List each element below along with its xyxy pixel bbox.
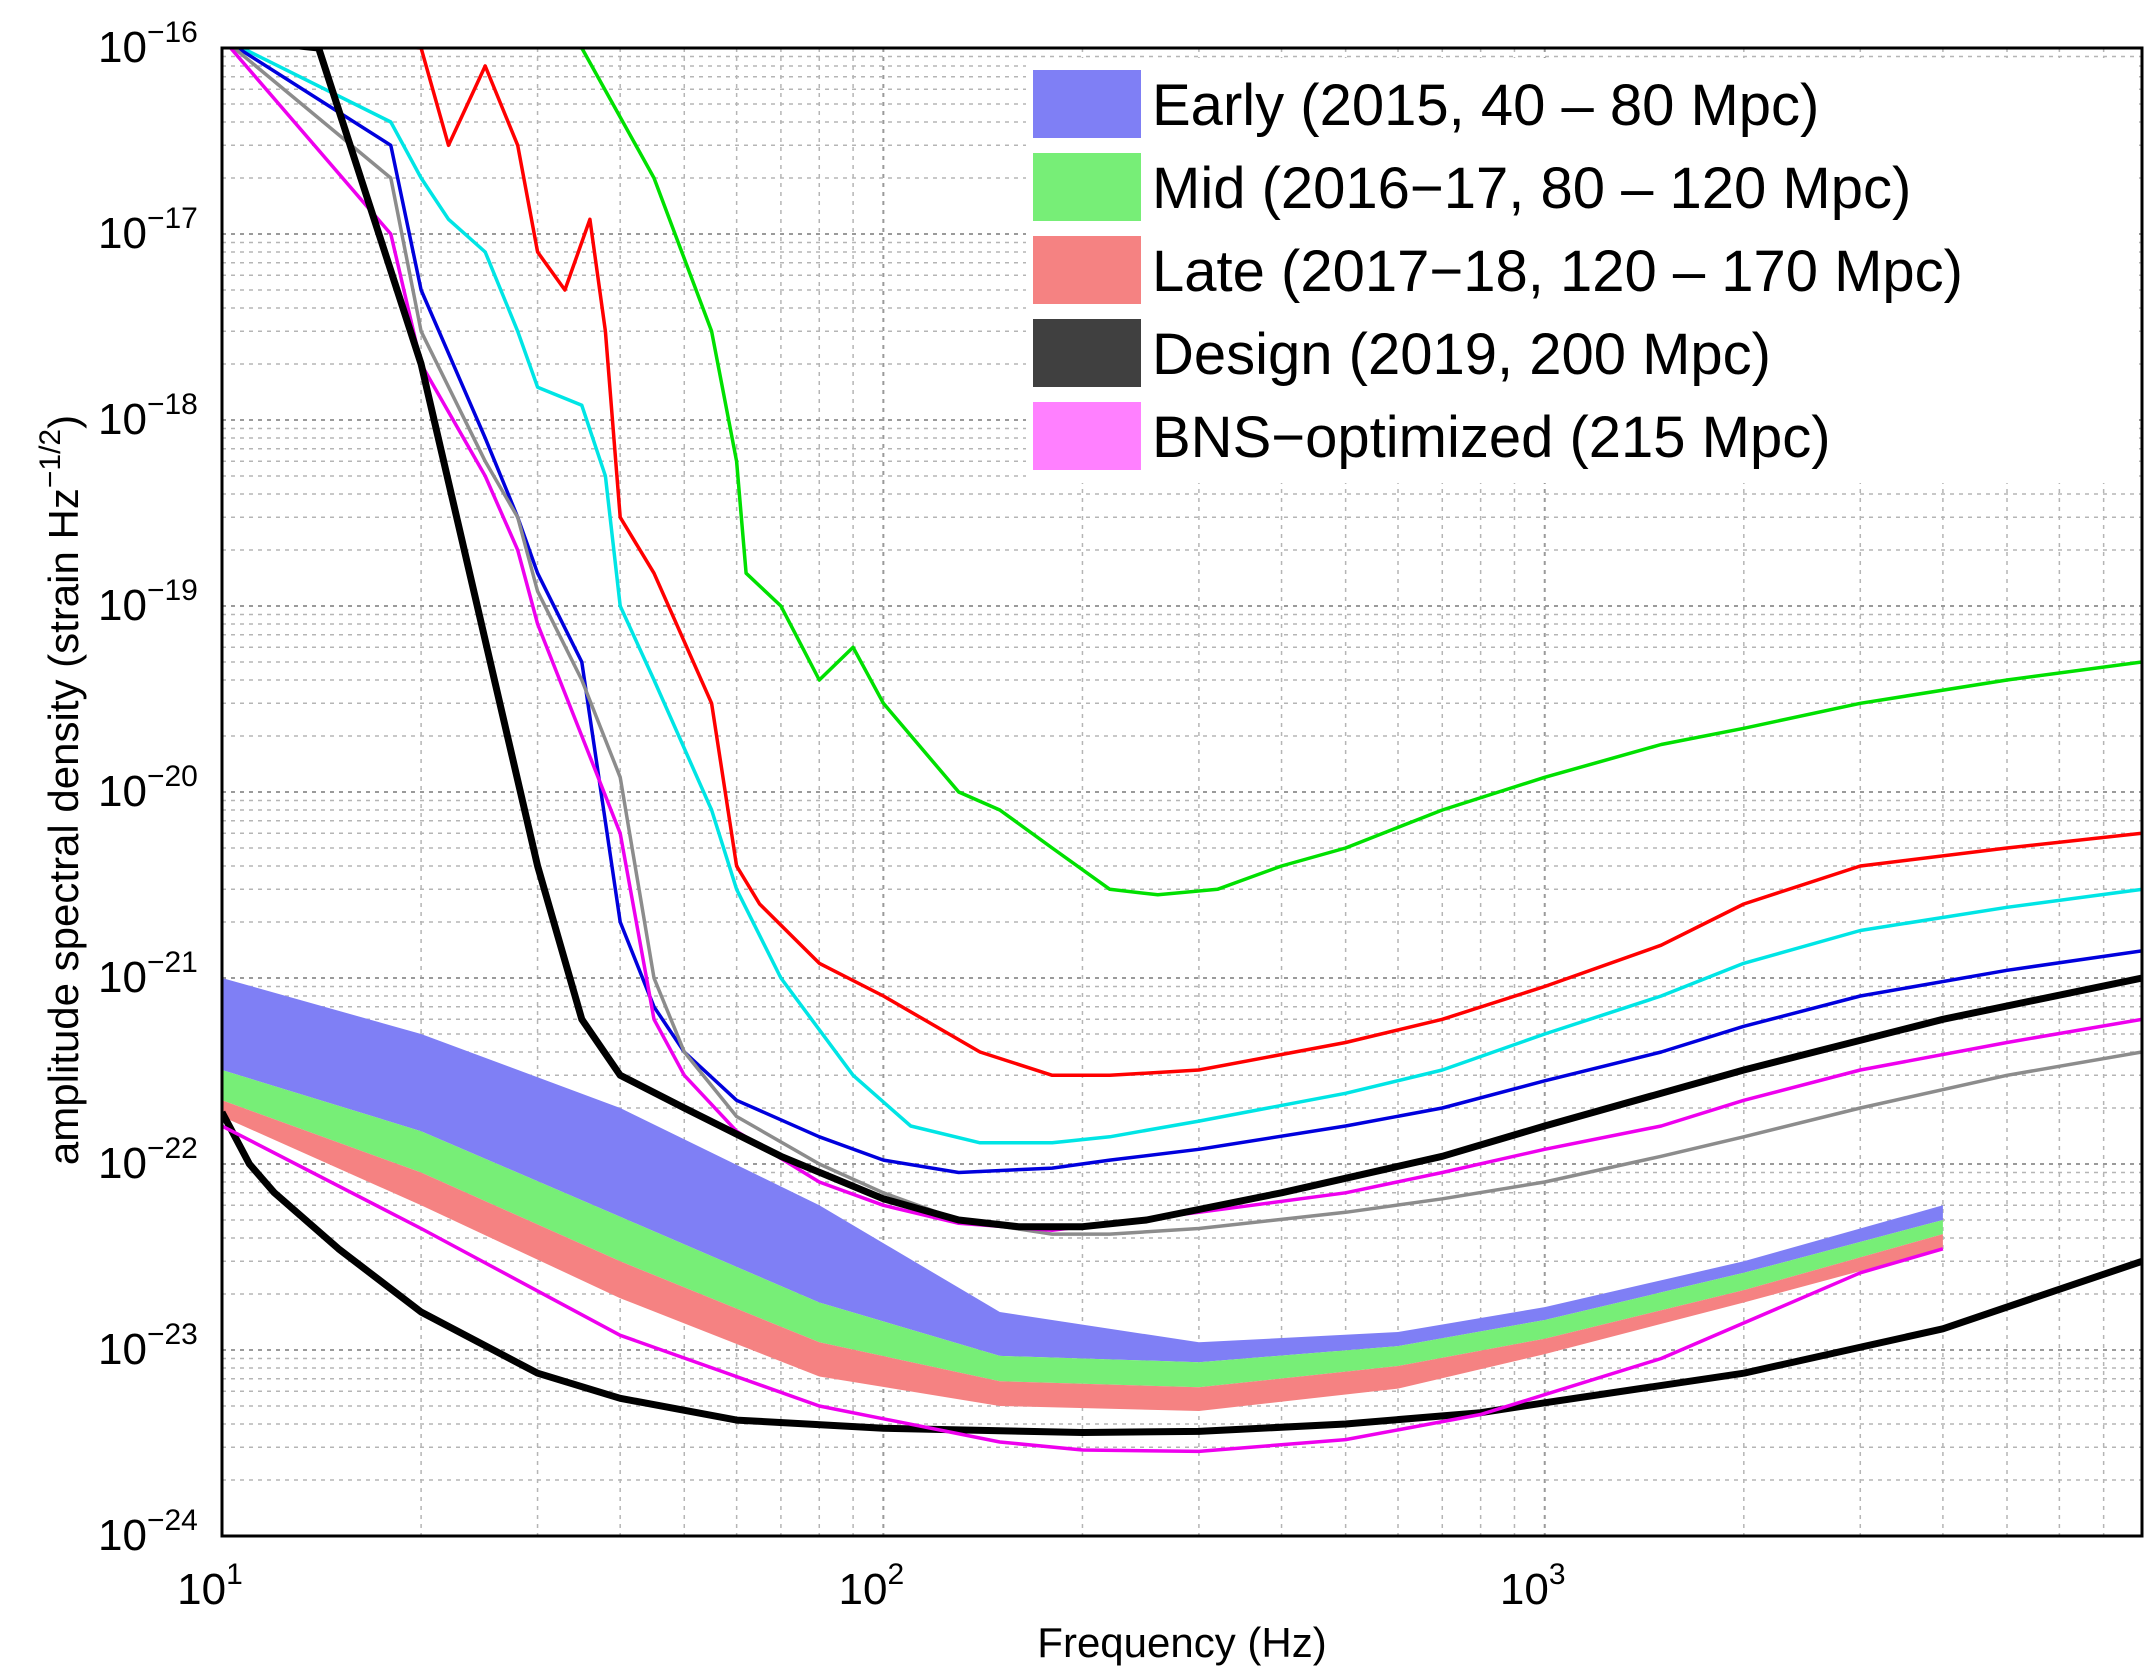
x-tick-label-2: 103: [1500, 1558, 1566, 1614]
y-tick-base: 10: [98, 581, 147, 630]
series-line-6: [284, 48, 2142, 1231]
y-tick-base: 10: [98, 767, 147, 816]
band-2: [222, 1100, 1943, 1411]
series-line-1: [386, 48, 2142, 1078]
legend-swatch-design: [1033, 319, 1141, 387]
y-tick-exp: −19: [147, 574, 198, 607]
y-axis-title: amplitude spectral density (strain Hz−1/…: [34, 415, 87, 1165]
y-tick-base: 10: [98, 23, 147, 72]
x-tick-exp: 2: [887, 1558, 904, 1591]
x-tick-labels: 101 102 103: [177, 1558, 1565, 1614]
band-0: [222, 978, 1943, 1363]
y-tick-exp: −22: [147, 1132, 198, 1165]
y-tick-exp: −17: [147, 202, 198, 235]
y-tick-label-8: 10−24: [98, 1504, 198, 1560]
legend-swatch-mid: [1033, 153, 1141, 221]
y-tick-exp: −18: [147, 388, 198, 421]
plot-frame: [220, 46, 2144, 1538]
legend-swatch-early: [1033, 70, 1141, 138]
y-tick-label-5: 10−21: [98, 946, 198, 1002]
y-tick-base: 10: [98, 953, 147, 1002]
y-tick-base: 10: [98, 1511, 147, 1560]
noise-curves: [222, 48, 2142, 1454]
x-tick-exp: 1: [226, 1558, 243, 1591]
y-tick-label-3: 10−19: [98, 574, 198, 630]
x-tick-base: 10: [839, 1565, 888, 1614]
legend-swatch-late: [1033, 236, 1141, 304]
legend-swatch-bns: [1033, 402, 1141, 470]
x-tick-base: 10: [177, 1565, 226, 1614]
y-tick-label-0: 10−16: [98, 16, 198, 72]
sensitivity-bands: [222, 978, 1943, 1411]
y-tick-base: 10: [98, 1325, 147, 1374]
y-tick-base: 10: [98, 209, 147, 258]
y-axis-title-sup: −1/2: [34, 429, 67, 488]
y-tick-label-7: 10−23: [98, 1318, 198, 1374]
y-tick-exp: −23: [147, 1318, 198, 1351]
series-line-8: [222, 1124, 1944, 1454]
x-tick-label-1: 102: [839, 1558, 905, 1614]
y-axis-title-main: amplitude spectral density (strain Hz: [40, 488, 87, 1165]
y-tick-label-6: 10−22: [98, 1132, 198, 1188]
x-tick-base: 10: [1500, 1565, 1549, 1614]
y-tick-label-1: 10−17: [98, 202, 198, 258]
y-tick-label-2: 10−18: [98, 388, 198, 444]
y-tick-base: 10: [98, 395, 147, 444]
band-1: [222, 1070, 1943, 1388]
y-tick-label-4: 10−20: [98, 760, 198, 816]
x-tick-label-0: 101: [177, 1558, 243, 1614]
series-line-0: [564, 48, 2142, 897]
series-line-4: [231, 48, 2142, 1236]
y-tick-exp: −16: [147, 16, 198, 49]
series-line-2: [238, 48, 2142, 1145]
legend: Early (2015, 40 – 80 Mpc) Mid (2016−17, …: [1026, 58, 2138, 483]
x-axis-title: Frequency (Hz): [1037, 1619, 1326, 1666]
series-line-5: [228, 48, 2142, 1233]
legend-label-mid: Mid (2016−17, 80 – 120 Mpc): [1152, 156, 1911, 221]
y-tick-exp: −24: [147, 1504, 198, 1537]
legend-box: [1026, 58, 2138, 483]
y-tick-labels: 10−1610−1710−1810−1910−2010−2110−2210−23…: [98, 16, 198, 1560]
y-tick-exp: −21: [147, 946, 198, 979]
y-tick-exp: −20: [147, 760, 198, 793]
legend-label-design: Design (2019, 200 Mpc): [1152, 322, 1771, 387]
x-tick-exp: 3: [1549, 1558, 1566, 1591]
legend-label-bns: BNS−optimized (215 Mpc): [1152, 405, 1831, 470]
y-axis-title-close: ): [40, 415, 87, 429]
series-line-7: [222, 1110, 2142, 1436]
legend-label-late: Late (2017−18, 120 – 170 Mpc): [1152, 239, 1963, 304]
legend-label-early: Early (2015, 40 – 80 Mpc): [1152, 73, 1819, 138]
y-tick-base: 10: [98, 1139, 147, 1188]
